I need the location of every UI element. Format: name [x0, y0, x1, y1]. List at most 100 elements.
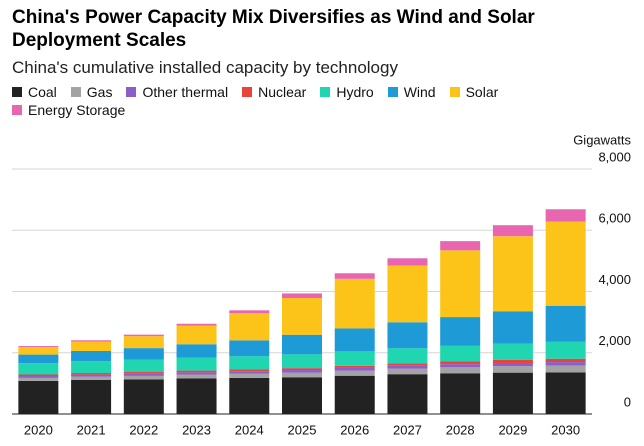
legend-swatch — [387, 87, 398, 97]
legend-item: Other thermal — [126, 84, 228, 100]
bar-segment — [229, 310, 270, 314]
legend-label: Gas — [86, 84, 113, 100]
bar-segment — [229, 369, 270, 372]
bar-segment — [229, 377, 270, 414]
bar-segment — [176, 378, 217, 414]
bar-segment — [492, 366, 533, 373]
bar-segment — [334, 365, 375, 368]
bar-segment — [387, 365, 428, 369]
bar-segment — [282, 293, 322, 299]
bar-segment — [334, 351, 375, 366]
legend-item: Gas — [70, 84, 113, 100]
y-tick-label: 8,000 — [598, 149, 631, 164]
bar-segment — [282, 354, 322, 369]
bar-segment — [334, 273, 375, 279]
bar-segment — [492, 363, 533, 367]
legend-swatch — [12, 87, 22, 97]
y-axis-label: Gigawatts — [573, 132, 631, 147]
bar-segment — [440, 317, 481, 346]
bar-segment — [440, 250, 481, 318]
bar-segment — [492, 359, 533, 364]
bar-segment — [334, 328, 375, 352]
x-tick-label: 2028 — [446, 422, 475, 437]
chart-title: China's Power Capacity Mix Diversifies a… — [12, 7, 535, 51]
bar-segment — [229, 340, 270, 357]
bar-segment — [387, 348, 428, 364]
bar-segment — [387, 374, 428, 414]
bar-segment — [440, 373, 481, 414]
x-tick-label: 2030 — [551, 422, 580, 437]
bar-segment — [492, 372, 533, 414]
legend-label: Nuclear — [258, 84, 307, 100]
bar-segment — [123, 334, 164, 337]
bar-segment — [492, 311, 533, 344]
legend-item: Coal — [12, 84, 57, 100]
x-tick-label: 2023 — [182, 422, 211, 437]
bar-segment — [387, 322, 428, 349]
x-tick-label: 2021 — [77, 422, 106, 437]
legend-label: Energy Storage — [28, 102, 126, 118]
legend-label: Solar — [465, 84, 499, 100]
bar-segment — [387, 265, 428, 323]
bar-segment — [123, 359, 164, 373]
bar-segment — [387, 363, 428, 366]
bar-segment — [334, 375, 375, 414]
bar-segment — [229, 371, 270, 374]
bar-segment — [282, 334, 322, 355]
x-tick-label: 2027 — [393, 422, 422, 437]
bar-segment — [18, 376, 59, 378]
bar-segment — [71, 341, 112, 351]
bar-segment — [18, 377, 59, 381]
bar-segment — [282, 368, 322, 371]
bar-segment — [123, 375, 164, 380]
bar-segment — [440, 345, 481, 362]
x-tick-label: 2029 — [498, 422, 527, 437]
bar-segment — [18, 363, 59, 375]
bar-segment — [334, 278, 375, 329]
bar-segment — [71, 374, 112, 377]
legend: Coal Gas Other thermal Nuclear Hydro Wind Sola… — [12, 84, 572, 118]
bar-segment — [176, 370, 217, 373]
bar-segment — [71, 340, 112, 342]
legend-item: Nuclear — [242, 84, 306, 100]
bar-segment — [545, 372, 586, 414]
bar-segment — [176, 325, 217, 345]
legend-swatch — [242, 87, 253, 97]
bar-segment — [71, 350, 112, 362]
bar-segment — [282, 377, 322, 414]
bar-segment — [492, 343, 533, 360]
y-tick-label: 4,000 — [598, 272, 631, 287]
x-tick-label: 2025 — [288, 422, 317, 437]
bar-segment — [545, 209, 586, 222]
bar-segment — [176, 374, 217, 379]
bar-segment — [387, 258, 428, 266]
bar-segment — [18, 346, 59, 355]
bar-segment — [229, 313, 270, 341]
bar-segment — [282, 372, 322, 378]
bar-segment — [492, 236, 533, 312]
x-tick-label: 2022 — [129, 422, 158, 437]
bar-segment — [176, 323, 217, 326]
bar-segment — [18, 380, 59, 414]
y-tick-label: 6,000 — [598, 211, 631, 226]
chart-subtitle: China's cumulative installed capacity by… — [12, 58, 398, 77]
legend-label: Other thermal — [142, 84, 229, 100]
bar-segment — [545, 365, 586, 373]
bar-segment — [440, 241, 481, 251]
legend-swatch — [70, 87, 81, 97]
legend-item: Energy Storage — [12, 102, 125, 118]
bar-segment — [492, 225, 533, 237]
header: China's Power Capacity Mix Diversifies a… — [12, 6, 572, 118]
legend-swatch — [12, 105, 22, 115]
bar-segment — [71, 376, 112, 381]
y-tick-label: 2,000 — [598, 333, 631, 348]
legend-swatch — [449, 87, 460, 97]
bar-segment — [282, 298, 322, 335]
bar-segment — [440, 361, 481, 365]
bar-segment — [123, 372, 164, 374]
bar-segment — [545, 341, 586, 359]
legend-label: Hydro — [336, 84, 374, 100]
bar-segment — [229, 373, 270, 378]
